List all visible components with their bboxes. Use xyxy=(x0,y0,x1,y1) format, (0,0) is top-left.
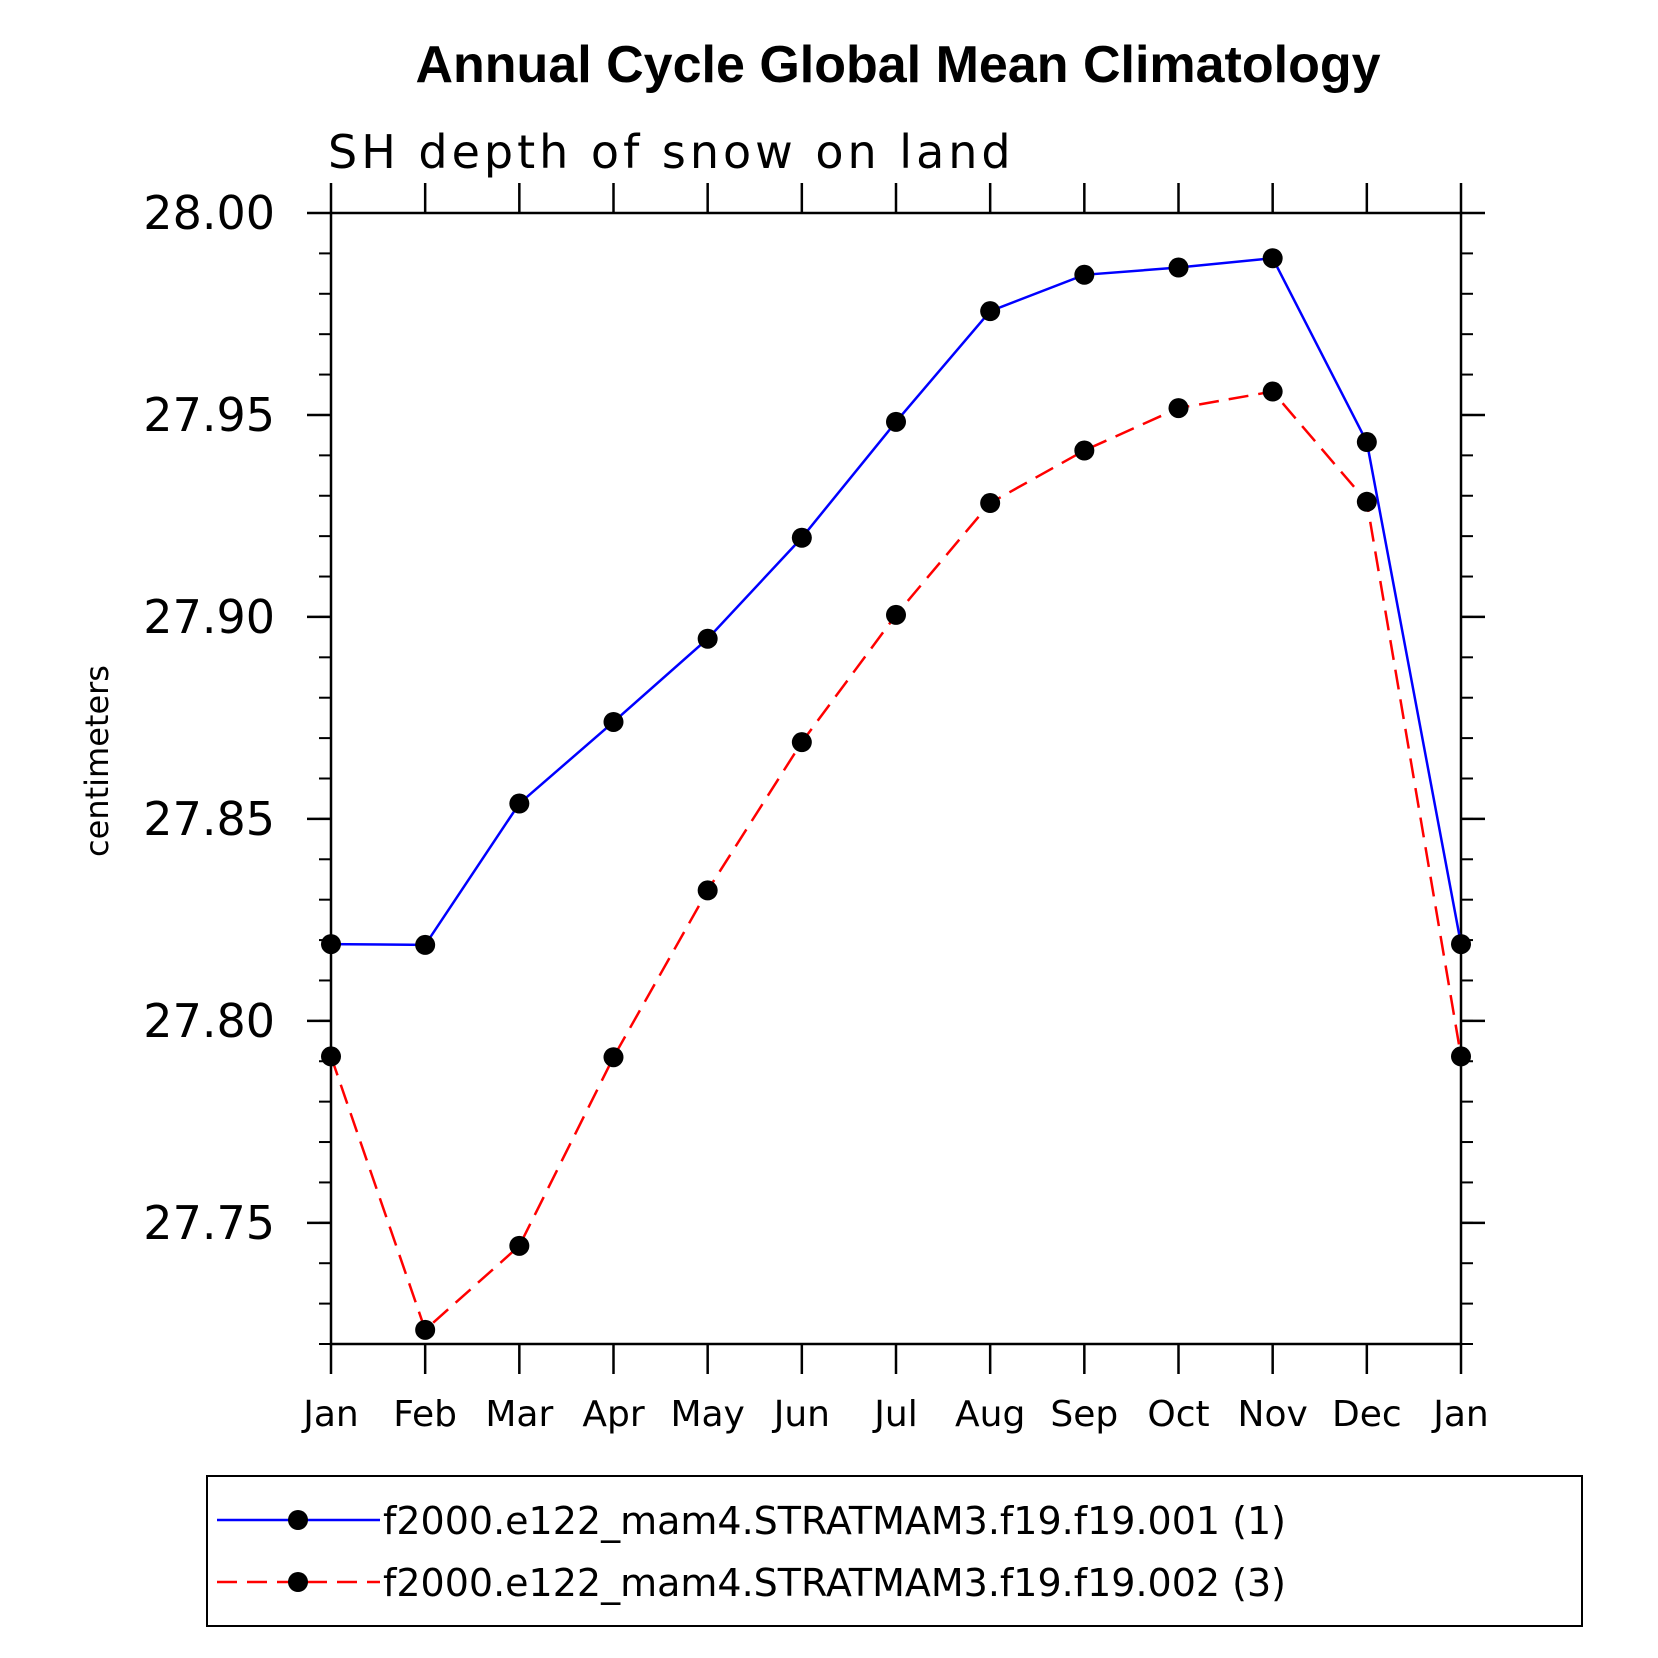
series-2-point xyxy=(1074,440,1095,461)
x-tick-label: Jan xyxy=(1431,1394,1489,1435)
y-tick-label: 27.95 xyxy=(143,388,275,442)
y-tick-label: 27.80 xyxy=(143,994,275,1048)
legend-label-1: f2000.e122_mam4.STRATMAM3.f19.f19.001 (1… xyxy=(383,1499,1286,1543)
x-tick-label: Mar xyxy=(485,1394,553,1435)
x-tick-label: Aug xyxy=(955,1394,1025,1435)
series-2-point xyxy=(886,604,906,625)
legend: f2000.e122_mam4.STRATMAM3.f19.f19.001 (1… xyxy=(206,1475,1583,1627)
legend-label-2: f2000.e122_mam4.STRATMAM3.f19.f19.002 (3… xyxy=(383,1561,1286,1605)
y-axis-title: centimeters xyxy=(78,665,116,857)
legend-marker-2 xyxy=(288,1572,308,1592)
chart-title: Annual Cycle Global Mean Climatology xyxy=(415,36,1380,94)
series-1-point xyxy=(1168,257,1189,278)
x-tick-label: Feb xyxy=(393,1394,457,1435)
series-2-point xyxy=(791,732,812,753)
series-2-point xyxy=(980,493,1001,514)
legend-marker-1 xyxy=(288,1510,308,1530)
y-tick-label: 27.75 xyxy=(143,1196,275,1250)
x-tick-label: Jan xyxy=(301,1394,359,1435)
series-1-point xyxy=(321,934,341,955)
x-tick-label: Sep xyxy=(1050,1394,1118,1435)
series-2-point xyxy=(1262,381,1283,402)
x-tick-label: Apr xyxy=(582,1394,644,1435)
series-1-point xyxy=(1356,432,1377,453)
series-1-point xyxy=(603,711,624,732)
series-1-point xyxy=(509,793,530,814)
series-1-point xyxy=(1262,248,1283,269)
x-tick-label: Oct xyxy=(1147,1394,1209,1435)
series-1-point xyxy=(886,411,906,432)
series-1-point xyxy=(980,301,1001,322)
series-1-point xyxy=(791,527,812,548)
y-tick-label: 27.85 xyxy=(143,792,275,846)
series-1-point xyxy=(1451,934,1471,955)
series-1-point xyxy=(697,628,718,649)
series-2-point xyxy=(1168,398,1189,419)
series-1-point xyxy=(415,934,436,955)
series-1-point xyxy=(1074,264,1095,285)
y-tick-label: 27.90 xyxy=(143,590,275,644)
y-tick-label: 28.00 xyxy=(143,186,275,240)
x-tick-label: Jul xyxy=(872,1394,917,1435)
series-layer xyxy=(321,248,1471,1340)
series-line-2 xyxy=(329,390,1463,1333)
series-2-point xyxy=(697,880,718,901)
series-2-point xyxy=(1451,1046,1471,1067)
legend-box xyxy=(206,1475,1583,1627)
plot-frame xyxy=(329,211,1463,1346)
x-tick-label: Nov xyxy=(1238,1394,1308,1435)
chart-subtitle: SH depth of snow on land xyxy=(328,125,1015,179)
series-2-point xyxy=(321,1046,341,1067)
series-2-point xyxy=(509,1235,530,1256)
series-line-1 xyxy=(330,256,1463,947)
series-2-point xyxy=(1356,491,1377,512)
series-2-point xyxy=(415,1319,436,1340)
axes: 27.75 27.80 27.85 27.90 27.95 28.00 Jan Feb Mar A… xyxy=(143,183,1489,1435)
series-2-point xyxy=(603,1047,624,1068)
x-tick-label: Dec xyxy=(1332,1394,1402,1435)
x-tick-label: Jun xyxy=(772,1394,830,1435)
x-tick-label: May xyxy=(670,1394,744,1435)
